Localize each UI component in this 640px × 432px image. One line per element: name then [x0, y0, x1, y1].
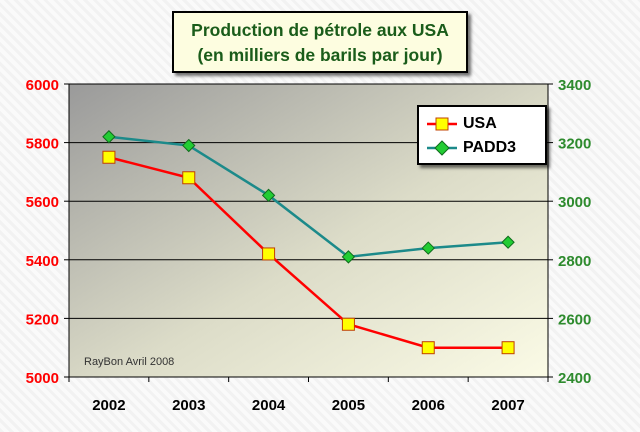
series-line-usa	[108, 156, 509, 349]
legend: USA PADD3	[417, 105, 547, 165]
right-tick-label: 2600	[558, 311, 591, 328]
right-tick-label: 3200	[558, 136, 591, 153]
legend-swatch-usa	[427, 117, 457, 131]
right-tick-label: 3000	[558, 194, 591, 211]
right-tick-label: 3400	[558, 77, 591, 94]
legend-item-padd3: PADD3	[419, 137, 545, 159]
x-tick-label: 2006	[412, 397, 445, 414]
left-tick-label: 5200	[26, 311, 59, 328]
left-tick-label: 5800	[26, 136, 59, 153]
legend-swatch-padd3	[427, 140, 457, 156]
right-tick-label: 2400	[558, 370, 591, 387]
data-point-usa	[421, 341, 435, 355]
chart-title-line1: Production de pétrole aux USA	[191, 20, 449, 40]
chart-title: Production de pétrole aux USA (en millie…	[172, 11, 468, 73]
data-point-padd3	[421, 241, 435, 255]
x-tick-label: 2004	[252, 397, 286, 414]
data-point-padd3	[501, 235, 515, 249]
data-point-usa	[102, 150, 116, 164]
x-tick-label: 2005	[332, 397, 365, 414]
chart-title-line2: (en milliers de barils par jour)	[197, 45, 443, 65]
x-tick-label: 2003	[172, 397, 205, 414]
data-point-usa	[501, 341, 515, 355]
data-point-usa	[182, 171, 196, 185]
x-tick-label: 2007	[491, 397, 524, 414]
right-tick-label: 2800	[558, 253, 591, 270]
left-tick-label: 5000	[26, 370, 59, 387]
left-tick-label: 6000	[26, 77, 59, 94]
series-line-padd3	[108, 135, 509, 259]
data-point-padd3	[261, 188, 276, 203]
credit-text: RayBon Avril 2008	[84, 356, 175, 368]
data-point-usa	[262, 247, 276, 261]
data-point-padd3	[341, 250, 356, 264]
legend-label-padd3: PADD3	[463, 139, 517, 156]
data-point-usa	[341, 317, 355, 331]
legend-label-usa: USA	[463, 115, 497, 132]
left-tick-label: 5400	[26, 253, 59, 270]
left-tick-label: 5600	[26, 194, 59, 211]
x-tick-label: 2002	[92, 397, 125, 414]
data-point-padd3	[182, 138, 196, 153]
data-point-padd3	[102, 130, 116, 144]
legend-item-usa: USA	[419, 113, 545, 135]
